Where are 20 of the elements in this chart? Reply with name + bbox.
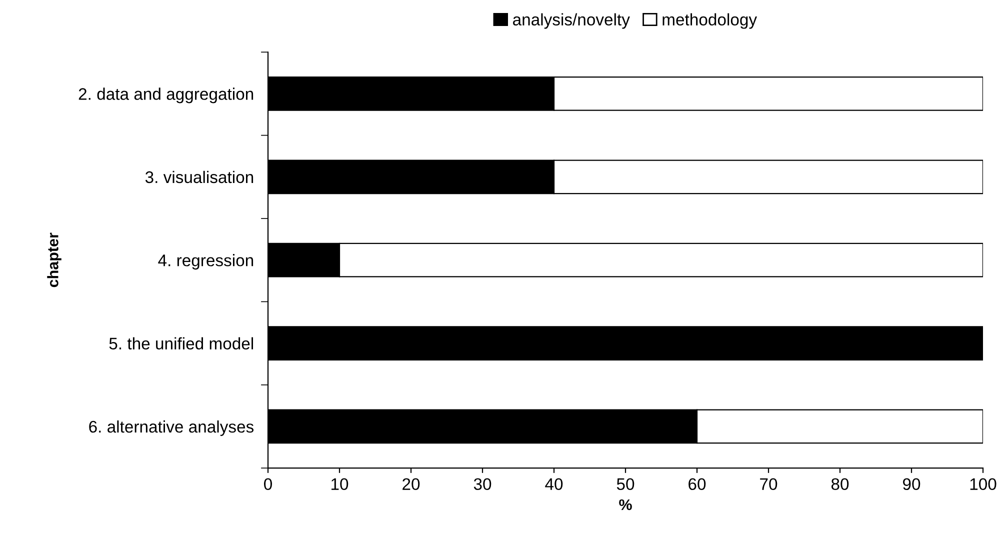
y-tick-label: 5. the unified model [109, 337, 254, 350]
y-tick-label: 4. regression [158, 254, 254, 270]
x-tick-label: 20 [402, 478, 420, 490]
x-axis-title: % [619, 499, 632, 510]
x-tick-label: 0 [264, 478, 272, 490]
x-tick-label: 70 [760, 478, 778, 490]
legend-label: methodology [662, 13, 758, 29]
x-tick-label: 10 [332, 478, 348, 490]
x-tick-label: 40 [545, 478, 563, 490]
x-tick-label: 90 [903, 478, 920, 490]
x-tick-label: 100 [970, 478, 996, 490]
x-tick-label: 80 [831, 478, 849, 490]
legend-label: analysis/novelty [513, 13, 630, 29]
x-tick-label: 30 [474, 478, 492, 490]
y-axis-title: chapter [47, 232, 62, 288]
x-tick-label: 50 [616, 478, 634, 490]
y-tick-label: 2. data and aggregation [78, 88, 254, 104]
x-tick-label: 60 [688, 478, 706, 490]
y-tick-label: 3. visualisation [145, 170, 254, 184]
y-tick-label: 6. alternative analyses [89, 420, 254, 436]
